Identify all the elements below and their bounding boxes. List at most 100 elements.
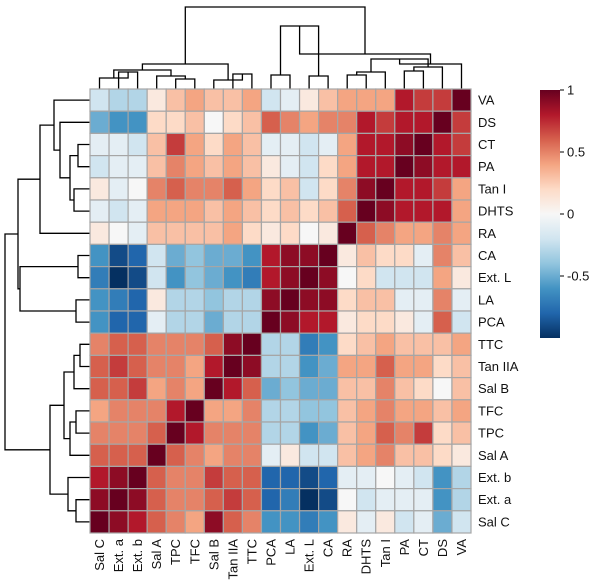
- heatmap-cell: [375, 88, 396, 112]
- heatmap-cell: [89, 421, 110, 445]
- heatmap-cell: [375, 177, 396, 201]
- heatmap-cell: [337, 354, 358, 379]
- heatmap-cell: [222, 266, 244, 290]
- heatmap-cell: [165, 399, 186, 423]
- heatmap-cell: [108, 310, 129, 334]
- heatmap-cell: [146, 465, 167, 490]
- heatmap-cell: [394, 155, 415, 179]
- heatmap-cell: [260, 399, 282, 423]
- heatmap-cell: [394, 132, 415, 157]
- heatmap-cell: [127, 132, 148, 157]
- heatmap-cell: [298, 288, 320, 312]
- heatmap-cell: [260, 132, 282, 157]
- heatmap-cell: [318, 465, 339, 490]
- heatmap-cell: [108, 399, 129, 423]
- column-label: TFC: [187, 539, 202, 564]
- heatmap-cell: [432, 488, 453, 512]
- heatmap-cell: [318, 132, 339, 157]
- row-label: DHTS: [478, 204, 514, 219]
- heatmap-cell: [375, 399, 396, 423]
- heatmap-cell: [222, 399, 244, 423]
- heatmap-cell: [222, 110, 244, 134]
- heatmap-cell: [394, 377, 415, 401]
- heatmap-cell: [241, 399, 263, 423]
- heatmap-cell: [146, 354, 167, 379]
- heatmap-cell: [356, 465, 377, 490]
- heatmap-cell: [260, 310, 282, 334]
- heatmap-cell: [165, 199, 186, 223]
- heatmap-cell: [203, 243, 224, 268]
- heatmap-cell: [241, 266, 263, 290]
- heatmap-cell: [165, 243, 186, 268]
- heatmap-cell: [241, 354, 263, 379]
- heatmap-cell: [184, 221, 205, 245]
- dendrogram-branch: [346, 74, 367, 89]
- heatmap-cell: [279, 377, 301, 401]
- column-label: LA: [283, 539, 298, 555]
- heatmap-cell: [298, 421, 320, 445]
- heatmap-cell: [127, 177, 148, 201]
- heatmap-cell: [337, 199, 358, 223]
- heatmap-cell: [337, 132, 358, 157]
- heatmap-cell: [260, 488, 282, 512]
- heatmap-cell: [318, 110, 339, 134]
- heatmap-cell: [260, 243, 282, 268]
- heatmap-cell: [203, 443, 224, 468]
- heatmap-cell: [298, 488, 320, 512]
- heatmap-cell: [241, 288, 263, 312]
- heatmap-cell: [394, 310, 415, 334]
- column-label: PCA: [263, 539, 278, 566]
- heatmap-cell: [298, 377, 320, 401]
- heatmap-cell: [413, 421, 434, 445]
- heatmap-cell: [356, 221, 377, 245]
- heatmap-cell: [89, 399, 110, 423]
- heatmap-cell: [203, 155, 224, 179]
- heatmap-cell: [394, 243, 415, 268]
- row-label: DS: [478, 115, 496, 130]
- heatmap-cell: [127, 310, 148, 334]
- heatmap-cell: [298, 266, 320, 290]
- heatmap-cell: [222, 354, 244, 379]
- heatmap-cell: [432, 243, 453, 268]
- heatmap-cell: [375, 377, 396, 401]
- heatmap-cell: [89, 354, 110, 379]
- heatmap-cell: [413, 465, 434, 490]
- heatmap-cell: [108, 266, 129, 290]
- heatmap-cell: [356, 421, 377, 445]
- heatmap-cell: [260, 443, 282, 468]
- heatmap-cell: [184, 443, 205, 468]
- heatmap-cell: [451, 288, 472, 312]
- heatmap-cell: [279, 465, 301, 490]
- heatmap-cell: [337, 110, 358, 134]
- heatmap-cell: [222, 310, 244, 334]
- heatmap-cell: [432, 377, 453, 401]
- heatmap-cell: [203, 221, 224, 245]
- heatmap-cell: [184, 399, 205, 423]
- heatmap-cell: [451, 310, 472, 334]
- heatmap-cell: [337, 510, 358, 534]
- dendrogram-branch: [59, 121, 90, 179]
- heatmap-cell: [222, 221, 244, 245]
- dendrogram-branch: [4, 233, 50, 451]
- heatmap-cell: [260, 377, 282, 401]
- dendrogram-branch: [49, 404, 68, 495]
- dendrogram-branch: [73, 188, 90, 212]
- heatmap-cell: [184, 310, 205, 334]
- heatmap-cell: [394, 421, 415, 445]
- heatmap-cell: [375, 266, 396, 290]
- heatmap-cell: [89, 155, 110, 179]
- heatmap-cell: [127, 488, 148, 512]
- heatmap-cell: [318, 88, 339, 112]
- heatmap-cell: [279, 399, 301, 423]
- column-label: VA: [454, 539, 469, 556]
- heatmap-cell: [413, 399, 434, 423]
- heatmap-cell: [89, 310, 110, 334]
- heatmap-cell: [127, 288, 148, 312]
- heatmap-cell: [375, 310, 396, 334]
- heatmap-cell: [89, 199, 110, 223]
- heatmap-cell: [108, 377, 129, 401]
- heatmap-cell: [260, 421, 282, 445]
- heatmap-cell: [375, 132, 396, 157]
- row-label: LA: [478, 292, 494, 307]
